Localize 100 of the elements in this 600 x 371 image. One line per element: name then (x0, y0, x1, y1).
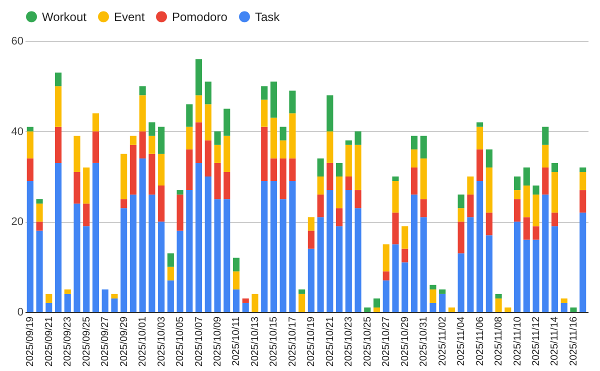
bar (458, 208, 464, 222)
bar (532, 240, 540, 312)
bar (523, 167, 530, 186)
bar (195, 59, 202, 96)
bar (26, 126, 34, 132)
bar (120, 208, 128, 312)
x-tick-label: 2025/10/07 (194, 316, 205, 367)
x-tick-label: 2025/11/08 (494, 316, 505, 366)
bar (130, 194, 136, 312)
bar (280, 158, 286, 200)
bar (214, 131, 221, 145)
bar (504, 307, 512, 312)
bar (476, 149, 484, 182)
bar (532, 186, 540, 195)
bar (167, 266, 174, 280)
bar (148, 122, 156, 136)
x-tick-label: 2025/09/29 (118, 316, 130, 367)
bar (345, 140, 352, 145)
bar (289, 113, 296, 158)
bar (336, 226, 343, 312)
bar (280, 126, 286, 140)
bar (204, 104, 212, 140)
bar (224, 108, 230, 136)
bar (120, 199, 128, 208)
bar (532, 226, 540, 240)
bar (410, 136, 418, 150)
bar (532, 194, 540, 226)
x-tick-label: 2025/10/21 (324, 316, 336, 367)
bar (354, 131, 362, 145)
bar (430, 289, 436, 303)
bar (158, 222, 165, 312)
bar (83, 204, 90, 226)
x-tick-label: 2025/10/27 (381, 316, 392, 367)
bar (242, 302, 249, 312)
bar (410, 194, 418, 312)
bar (176, 190, 184, 195)
bar (467, 176, 474, 195)
bar (308, 248, 314, 312)
bar (486, 235, 492, 312)
bar (542, 167, 549, 195)
bar (158, 126, 165, 154)
bar (186, 149, 193, 190)
bar (542, 144, 549, 168)
bar (551, 226, 558, 312)
bar (345, 190, 352, 312)
bar (523, 217, 530, 240)
x-tick-label: 2025/11/02 (437, 316, 448, 366)
y-tick-label: 60 (11, 36, 24, 48)
bar (514, 176, 521, 190)
bar (204, 140, 212, 176)
bar (139, 131, 146, 158)
bar (317, 176, 324, 195)
bar (74, 172, 80, 204)
bar (214, 162, 221, 200)
bar (102, 289, 108, 312)
bar (92, 162, 100, 312)
bar (204, 82, 212, 104)
bar (439, 289, 446, 294)
bar (430, 302, 436, 312)
bar (345, 144, 352, 176)
bar (261, 100, 268, 127)
bar (476, 181, 484, 312)
x-tick-label: 2025/11/06 (474, 316, 486, 366)
bar (167, 253, 174, 267)
x-tick-label: 2025/10/01 (138, 316, 149, 367)
bar (270, 181, 277, 312)
bar (570, 307, 577, 312)
bar (336, 208, 343, 226)
bar (580, 212, 586, 312)
bar (354, 208, 362, 312)
bar (270, 118, 277, 158)
bar (74, 136, 80, 172)
bar (289, 181, 296, 312)
x-tick-label: 2025/09/25 (81, 316, 92, 367)
bar (176, 194, 184, 231)
x-tick-label: 2025/11/16 (568, 316, 580, 366)
bar (495, 298, 502, 312)
bar (420, 136, 427, 158)
bar (54, 72, 62, 86)
bar (392, 181, 399, 213)
bar (308, 230, 314, 249)
bar (410, 167, 418, 195)
bar (158, 154, 165, 186)
bar (420, 217, 427, 312)
bar (382, 271, 390, 280)
bar (560, 298, 568, 303)
bar (392, 176, 399, 182)
bar (373, 307, 380, 312)
bar (224, 172, 230, 200)
bar (111, 298, 118, 312)
bar (345, 176, 352, 190)
bar (83, 167, 90, 204)
bar (523, 186, 530, 218)
bar (420, 199, 427, 218)
bar (139, 158, 146, 312)
bar (551, 212, 558, 226)
x-tick-label: 2025/10/09 (212, 316, 224, 367)
bar (139, 95, 146, 132)
bar (54, 162, 62, 312)
bar (476, 126, 484, 150)
